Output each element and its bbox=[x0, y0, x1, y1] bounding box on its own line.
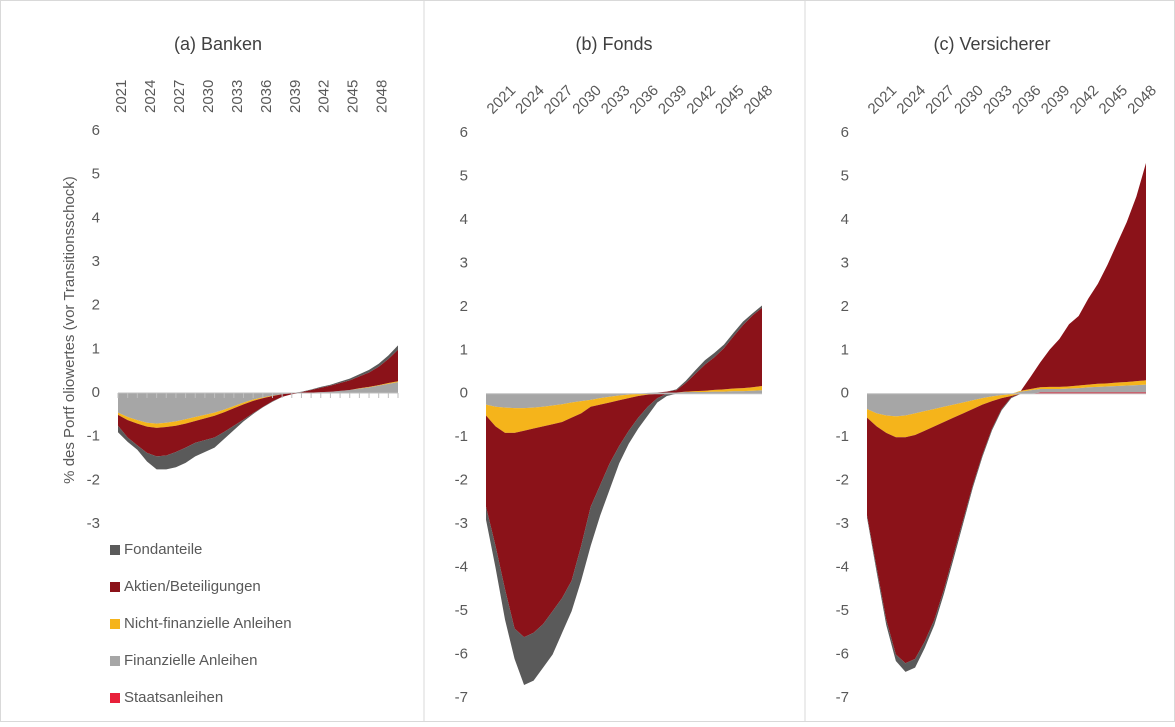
y-tick-label: -1 bbox=[87, 428, 100, 445]
x-tick-label: 2027 bbox=[541, 82, 577, 118]
x-tick-label: 2021 bbox=[484, 82, 520, 118]
y-tick-label: 3 bbox=[460, 254, 468, 271]
y-tick-label: 0 bbox=[460, 385, 468, 402]
x-tick-label: 2033 bbox=[598, 82, 634, 118]
x-tick-label: 2024 bbox=[512, 82, 548, 118]
y-tick-label: 6 bbox=[460, 124, 468, 141]
x-tick-label: 2021 bbox=[113, 80, 130, 113]
x-tick-label: 2045 bbox=[712, 82, 748, 118]
y-tick-label: 3 bbox=[841, 254, 849, 271]
y-tick-label: -1 bbox=[455, 428, 468, 445]
y-tick-label: -6 bbox=[455, 646, 468, 663]
y-tick-label: -7 bbox=[836, 689, 849, 706]
y-tick-label: 0 bbox=[92, 384, 100, 401]
area bbox=[118, 382, 398, 424]
x-tick-label: 2048 bbox=[741, 82, 777, 118]
x-tick-label: 2027 bbox=[922, 82, 958, 118]
y-tick-label: 1 bbox=[841, 341, 849, 358]
y-tick-label: -3 bbox=[836, 515, 849, 532]
y-tick-label: -2 bbox=[87, 471, 100, 488]
x-tick-label: 2033 bbox=[980, 82, 1016, 118]
x-tick-label: 2033 bbox=[229, 80, 246, 113]
legend-label: Fondanteile bbox=[124, 541, 202, 558]
y-tick-label: 2 bbox=[92, 297, 100, 314]
chart-title: (b) Fonds bbox=[575, 34, 652, 54]
area bbox=[486, 307, 762, 638]
y-tick-label: 5 bbox=[841, 167, 849, 184]
y-tick-label: 3 bbox=[92, 253, 100, 270]
y-tick-label: -1 bbox=[836, 428, 849, 445]
x-tick-label: 2036 bbox=[626, 82, 662, 118]
area bbox=[118, 381, 398, 428]
area bbox=[867, 384, 1146, 417]
y-tick-label: 2 bbox=[841, 298, 849, 315]
legend-swatch bbox=[110, 693, 120, 703]
x-tick-label: 2030 bbox=[569, 82, 605, 118]
chart-title: (c) Versicherer bbox=[933, 34, 1050, 54]
y-tick-label: 5 bbox=[460, 167, 468, 184]
y-tick-label: 0 bbox=[841, 385, 849, 402]
y-tick-label: 1 bbox=[92, 340, 100, 357]
x-tick-label: 2042 bbox=[316, 80, 333, 113]
y-tick-label: -5 bbox=[455, 602, 468, 619]
legend-swatch bbox=[110, 545, 120, 555]
area bbox=[867, 380, 1146, 438]
y-tick-label: 6 bbox=[841, 124, 849, 141]
x-tick-label: 2024 bbox=[893, 82, 929, 118]
area bbox=[486, 385, 762, 433]
area bbox=[118, 345, 398, 470]
x-tick-label: 2039 bbox=[1038, 82, 1074, 118]
x-tick-label: 2039 bbox=[287, 80, 304, 113]
x-tick-label: 2021 bbox=[865, 82, 901, 118]
area bbox=[118, 349, 398, 457]
y-tick-label: 1 bbox=[460, 341, 468, 358]
y-tick-label: 6 bbox=[92, 122, 100, 139]
y-tick-label: 5 bbox=[92, 166, 100, 183]
x-tick-label: 2042 bbox=[1067, 82, 1103, 118]
x-tick-label: 2045 bbox=[345, 80, 362, 113]
x-tick-label: 2039 bbox=[655, 82, 691, 118]
legend-label: Nicht-finanzielle Anleihen bbox=[124, 615, 292, 632]
x-tick-label: 2036 bbox=[258, 80, 275, 113]
y-tick-label: 4 bbox=[841, 211, 849, 228]
y-tick-label: -2 bbox=[455, 472, 468, 489]
area bbox=[486, 390, 762, 409]
legend-label: Staatsanleihen bbox=[124, 689, 223, 706]
legend-swatch bbox=[110, 582, 120, 592]
y-tick-label: -3 bbox=[455, 515, 468, 532]
y-tick-label: -5 bbox=[836, 602, 849, 619]
y-tick-label: -4 bbox=[836, 559, 849, 576]
area bbox=[867, 162, 1146, 664]
area bbox=[486, 305, 762, 685]
x-tick-label: 2045 bbox=[1096, 82, 1132, 118]
legend-label: Aktien/Beteiligungen bbox=[124, 578, 261, 595]
x-tick-label: 2027 bbox=[171, 80, 188, 113]
x-tick-label: 2024 bbox=[142, 80, 159, 113]
y-tick-label: 4 bbox=[92, 209, 100, 226]
y-tick-label: 4 bbox=[460, 211, 468, 228]
legend-swatch bbox=[110, 619, 120, 629]
y-axis-title: % des Portf oliowertes (vor Transitionss… bbox=[61, 176, 78, 484]
y-tick-label: -4 bbox=[455, 559, 468, 576]
y-tick-label: -7 bbox=[455, 689, 468, 706]
y-tick-label: 2 bbox=[460, 298, 468, 315]
x-tick-label: 2030 bbox=[951, 82, 987, 118]
x-tick-label: 2030 bbox=[200, 80, 217, 113]
x-tick-label: 2042 bbox=[683, 82, 719, 118]
y-tick-label: -3 bbox=[87, 515, 100, 532]
legend-label: Finanzielle Anleihen bbox=[124, 652, 257, 669]
x-tick-label: 2048 bbox=[1124, 82, 1160, 118]
y-tick-label: -6 bbox=[836, 646, 849, 663]
chart-title: (a) Banken bbox=[174, 34, 262, 54]
x-tick-label: 2036 bbox=[1009, 82, 1045, 118]
y-tick-label: -2 bbox=[836, 472, 849, 489]
x-tick-label: 2048 bbox=[374, 80, 391, 113]
legend-swatch bbox=[110, 656, 120, 666]
